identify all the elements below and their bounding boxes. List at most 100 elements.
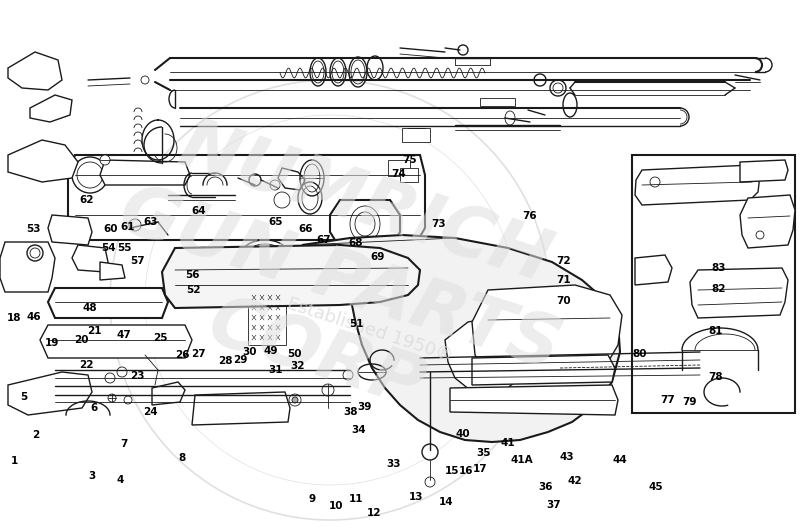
Polygon shape xyxy=(472,285,622,375)
Text: 66: 66 xyxy=(298,224,313,234)
Polygon shape xyxy=(278,168,305,190)
Text: 35: 35 xyxy=(477,448,491,458)
Text: 46: 46 xyxy=(26,312,41,322)
Text: 73: 73 xyxy=(431,219,446,228)
Text: 34: 34 xyxy=(351,426,366,435)
Circle shape xyxy=(77,162,103,188)
Text: 52: 52 xyxy=(186,286,201,295)
Text: 21: 21 xyxy=(87,326,102,336)
Polygon shape xyxy=(635,165,760,205)
Text: 1: 1 xyxy=(10,456,18,466)
Text: 75: 75 xyxy=(402,155,417,165)
Circle shape xyxy=(27,245,43,261)
Bar xyxy=(388,160,410,176)
Polygon shape xyxy=(8,372,92,415)
Text: 81: 81 xyxy=(709,326,723,336)
Text: 50: 50 xyxy=(287,349,302,359)
Text: 55: 55 xyxy=(117,243,131,253)
Polygon shape xyxy=(100,160,190,185)
Circle shape xyxy=(322,384,334,396)
Circle shape xyxy=(100,155,110,165)
Text: 38: 38 xyxy=(343,408,358,417)
Bar xyxy=(248,290,286,345)
Text: 32: 32 xyxy=(290,361,305,370)
Text: 15: 15 xyxy=(445,466,459,475)
Text: 10: 10 xyxy=(329,501,343,511)
Text: 70: 70 xyxy=(557,296,571,306)
Text: 53: 53 xyxy=(26,224,41,234)
Circle shape xyxy=(72,157,108,193)
Text: 4: 4 xyxy=(116,475,124,484)
Polygon shape xyxy=(635,255,672,285)
Polygon shape xyxy=(152,382,185,405)
Text: 44: 44 xyxy=(613,455,627,465)
Circle shape xyxy=(124,396,132,404)
Text: 2: 2 xyxy=(32,430,40,439)
Text: 83: 83 xyxy=(711,263,726,272)
Text: 49: 49 xyxy=(263,346,278,356)
Text: 78: 78 xyxy=(709,373,723,382)
Text: 57: 57 xyxy=(130,256,145,266)
Text: 18: 18 xyxy=(7,313,22,323)
Polygon shape xyxy=(445,318,528,395)
Text: 64: 64 xyxy=(191,206,206,216)
Polygon shape xyxy=(690,268,788,318)
Text: 65: 65 xyxy=(269,217,283,226)
Text: 12: 12 xyxy=(367,508,382,518)
Text: 77: 77 xyxy=(661,395,675,405)
Text: 37: 37 xyxy=(546,500,561,509)
Polygon shape xyxy=(302,235,620,442)
Circle shape xyxy=(141,76,149,84)
Text: 19: 19 xyxy=(45,339,59,348)
Text: 48: 48 xyxy=(82,304,97,313)
Polygon shape xyxy=(162,245,420,308)
Text: 45: 45 xyxy=(649,482,663,491)
Polygon shape xyxy=(0,242,55,292)
Text: NUMRICH
GUN PARTS
CORP: NUMRICH GUN PARTS CORP xyxy=(86,100,594,460)
Text: 41A: 41A xyxy=(510,455,533,465)
Text: 47: 47 xyxy=(117,330,131,340)
Text: 26: 26 xyxy=(175,350,190,360)
Text: 17: 17 xyxy=(473,464,487,474)
Circle shape xyxy=(343,370,353,380)
Text: 29: 29 xyxy=(233,356,247,365)
Text: 25: 25 xyxy=(153,333,167,343)
Text: Established 1950®: Established 1950® xyxy=(285,295,455,365)
Text: 62: 62 xyxy=(79,196,94,205)
Text: 23: 23 xyxy=(130,372,145,381)
Text: 7: 7 xyxy=(120,439,128,449)
Circle shape xyxy=(292,397,298,403)
Circle shape xyxy=(117,367,127,377)
Polygon shape xyxy=(740,160,788,182)
Text: 14: 14 xyxy=(439,498,454,507)
Polygon shape xyxy=(40,325,192,358)
Polygon shape xyxy=(48,288,168,318)
Polygon shape xyxy=(192,392,290,425)
Text: 39: 39 xyxy=(357,402,371,412)
Text: 67: 67 xyxy=(317,235,331,244)
Text: 71: 71 xyxy=(557,275,571,285)
Text: 20: 20 xyxy=(74,335,89,345)
Circle shape xyxy=(650,177,660,187)
Circle shape xyxy=(249,174,261,186)
Text: 31: 31 xyxy=(269,365,283,375)
Text: 43: 43 xyxy=(559,452,574,462)
Text: 41: 41 xyxy=(501,438,515,447)
Polygon shape xyxy=(68,155,425,240)
Text: 42: 42 xyxy=(567,476,582,486)
Bar xyxy=(400,168,418,182)
Text: 79: 79 xyxy=(682,397,697,407)
Text: 16: 16 xyxy=(458,466,473,475)
Circle shape xyxy=(270,180,280,190)
Text: 74: 74 xyxy=(391,169,406,179)
Polygon shape xyxy=(330,200,400,248)
Text: 61: 61 xyxy=(121,222,135,232)
Polygon shape xyxy=(100,262,125,280)
Text: 69: 69 xyxy=(370,252,385,262)
Polygon shape xyxy=(8,52,62,90)
Text: 33: 33 xyxy=(386,459,401,469)
Circle shape xyxy=(108,394,116,402)
Text: 80: 80 xyxy=(633,349,647,359)
Text: 28: 28 xyxy=(218,357,233,366)
Bar xyxy=(402,128,430,142)
